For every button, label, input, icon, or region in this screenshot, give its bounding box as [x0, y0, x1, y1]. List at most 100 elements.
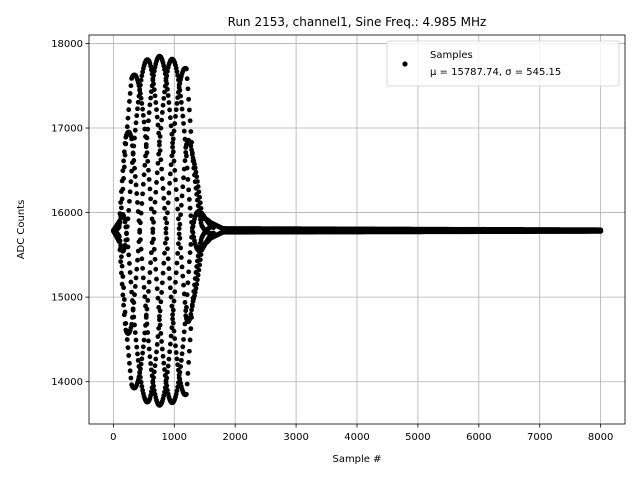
sample-point: [178, 255, 184, 260]
sample-point: [135, 357, 141, 363]
sample-point: [150, 226, 156, 232]
sample-point: [167, 115, 173, 121]
sample-point: [146, 289, 151, 294]
sample-point: [184, 292, 190, 298]
sample-point: [133, 182, 139, 188]
sample-point: [133, 120, 139, 126]
sample-point: [138, 366, 143, 372]
sample-point: [140, 191, 146, 197]
x-tick-label: 2000: [222, 432, 247, 443]
sample-point: [160, 102, 166, 108]
sample-point: [144, 321, 150, 327]
sample-point: [154, 286, 160, 292]
sample-point: [167, 285, 173, 291]
sample-point: [154, 342, 160, 347]
sample-point: [163, 226, 169, 231]
sample-point: [174, 196, 180, 202]
sample-point: [185, 370, 191, 376]
sample-point: [188, 143, 194, 149]
sample-point: [151, 81, 156, 87]
sample-point: [124, 231, 129, 237]
sample-point: [193, 169, 199, 175]
sample-point: [184, 153, 189, 159]
sample-point: [137, 370, 143, 376]
sample-point: [173, 187, 179, 192]
sample-point: [179, 106, 185, 112]
legend-box: [386, 40, 620, 87]
sample-point: [127, 91, 133, 96]
sample-point: [180, 344, 186, 350]
sample-point: [197, 194, 203, 200]
x-tick-label: 5000: [405, 432, 430, 443]
sample-point: [152, 363, 158, 369]
sample-point: [159, 117, 165, 123]
sample-point: [123, 141, 129, 147]
sample-point: [127, 261, 132, 266]
sample-point: [195, 272, 201, 278]
sample-point: [161, 195, 167, 201]
sample-point: [151, 246, 157, 252]
sample-point: [150, 230, 156, 235]
sample-point: [170, 307, 176, 313]
sample-point: [157, 317, 162, 323]
sample-point: [155, 160, 161, 166]
sample-point: [170, 149, 176, 155]
sample-point: [120, 274, 126, 279]
sample-point: [184, 76, 190, 82]
sample-point: [190, 224, 196, 229]
sample-point: [146, 338, 151, 344]
sample-point: [164, 73, 170, 79]
sample-point: [139, 201, 145, 206]
sample-point: [189, 150, 195, 156]
sample-point: [139, 356, 145, 362]
sample-point: [161, 63, 167, 69]
sample-point: [121, 285, 126, 291]
sample-point: [146, 110, 152, 116]
sample-point: [132, 322, 137, 328]
legend-marker: [402, 61, 408, 67]
sample-point: [177, 80, 183, 86]
sample-point: [133, 337, 139, 343]
sample-point: [174, 101, 180, 106]
sample-point: [146, 177, 152, 182]
x-tick-label: 8000: [588, 432, 613, 443]
sample-point: [175, 384, 181, 390]
sample-point: [171, 158, 177, 164]
sample-point: [119, 196, 125, 202]
sample-point: [187, 337, 193, 343]
sample-point: [125, 244, 131, 250]
sample-point: [197, 257, 203, 263]
sample-point: [165, 363, 171, 369]
sample-point: [181, 175, 186, 181]
sample-point: [159, 166, 165, 172]
sample-point: [126, 353, 132, 358]
sample-point: [193, 286, 199, 291]
sample-point: [165, 86, 170, 92]
sample-point: [131, 314, 137, 320]
sample-point: [186, 348, 192, 354]
sample-point: [127, 99, 132, 104]
sample-point: [176, 216, 181, 222]
sample-point: [140, 112, 146, 118]
sample-point: [145, 158, 151, 164]
sample-point: [188, 213, 194, 219]
sample-point: [176, 231, 182, 237]
sample-point: [125, 345, 131, 351]
sample-point: [192, 161, 197, 167]
sample-point: [148, 361, 154, 366]
sample-point: [157, 313, 162, 319]
sample-point: [141, 119, 147, 125]
sample-point: [184, 304, 189, 310]
sample-point: [126, 107, 132, 113]
sample-point: [131, 143, 137, 149]
sample-point: [148, 95, 154, 101]
sample-point: [180, 184, 186, 190]
sample-point: [154, 114, 160, 120]
sample-point: [179, 351, 185, 357]
sample-point: [178, 93, 184, 99]
sample-point: [151, 236, 156, 242]
sample-point: [146, 167, 151, 173]
sample-point: [135, 257, 140, 263]
sample-point: [140, 344, 146, 350]
